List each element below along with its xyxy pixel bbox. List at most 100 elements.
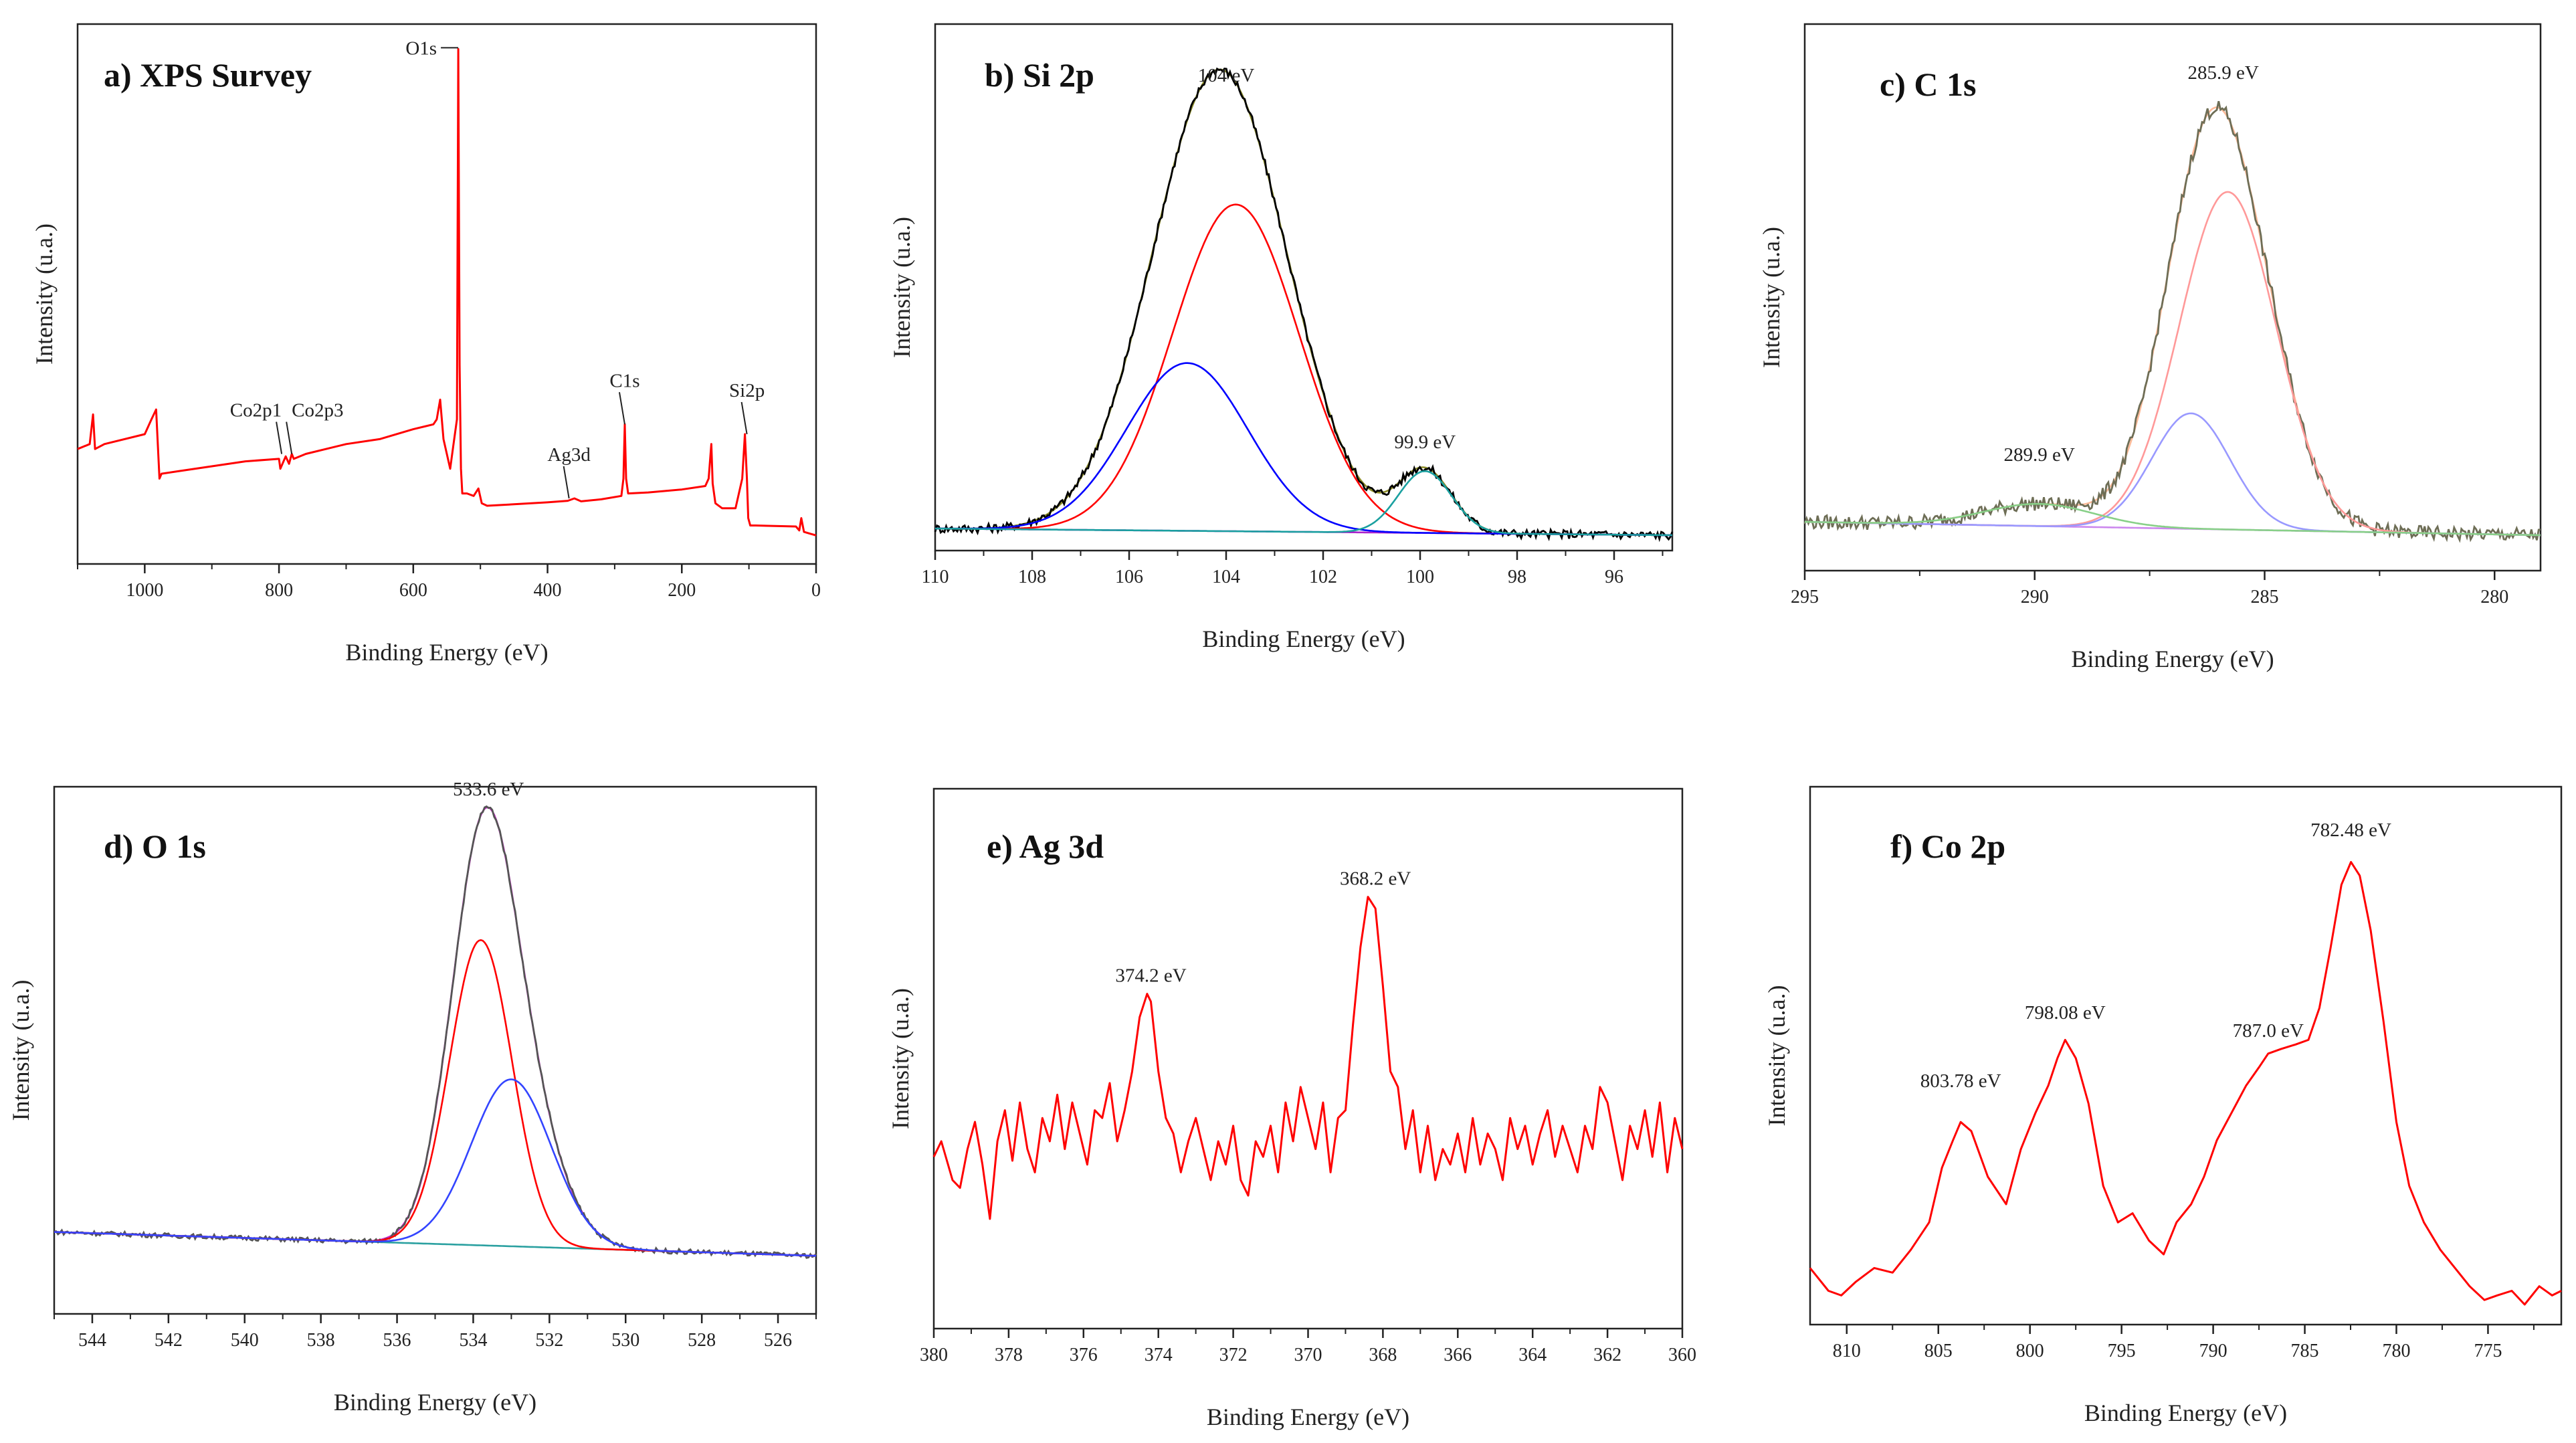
y-axis-title: Intensity (u.a.) bbox=[1758, 227, 1785, 368]
x-tick-label: 366 bbox=[1444, 1345, 1472, 1365]
component-peak-2 bbox=[1805, 412, 2541, 537]
series-experimental bbox=[54, 805, 817, 1259]
x-tick-label: 785 bbox=[2291, 1341, 2319, 1361]
plot-frame bbox=[932, 787, 1684, 1330]
panel-title: c) C 1s bbox=[1880, 66, 1976, 103]
component-peak-3 bbox=[935, 470, 1672, 537]
component-peak-3 bbox=[1805, 502, 2541, 537]
series-ag-3d bbox=[932, 896, 1684, 1220]
annotation-label: 289.9 eV bbox=[2003, 444, 2074, 466]
x-tick-label: 102 bbox=[1309, 567, 1337, 587]
x-tick-label: 532 bbox=[535, 1330, 563, 1351]
x-axis-title: Binding Energy (eV) bbox=[2071, 646, 2274, 672]
x-tick-label: 538 bbox=[307, 1330, 335, 1351]
x-tick-label: 100 bbox=[1406, 567, 1434, 587]
panel-title: d) O 1s bbox=[104, 828, 206, 865]
x-axis-title: Binding Energy (eV) bbox=[1207, 1404, 1409, 1430]
annotation-label: Co2p1 bbox=[230, 400, 282, 421]
annotation-leader bbox=[740, 401, 748, 435]
x-tick-label: 542 bbox=[155, 1330, 183, 1351]
series-experimental bbox=[1803, 101, 2541, 543]
panel-e: 380 378 376 374 372 370 368 366 364 362 360 Binding… bbox=[887, 787, 1696, 1430]
panel-title: f) Co 2p bbox=[1890, 828, 2005, 865]
x-tick-label: 536 bbox=[383, 1330, 411, 1351]
annotation-label: 803.78 eV bbox=[1920, 1070, 2001, 1092]
panel-d: 544 542 540 538 536 534 532 530 528 526 Binding En… bbox=[7, 779, 817, 1416]
series-experimental bbox=[934, 67, 1674, 543]
series-envelope bbox=[935, 68, 1672, 537]
x-tick-label: 780 bbox=[2382, 1341, 2410, 1361]
annotation-label: 104 eV bbox=[1198, 65, 1255, 86]
x-tick-label: 106 bbox=[1115, 567, 1143, 587]
x-tick-label: 810 bbox=[1833, 1341, 1861, 1361]
x-tick-label: 368 bbox=[1369, 1345, 1397, 1365]
annotation-label: 374.2 eV bbox=[1115, 965, 1186, 987]
y-axis-title: Intensity (u.a.) bbox=[7, 980, 34, 1121]
x-axis-title: Binding Energy (eV) bbox=[345, 639, 548, 666]
annotation-label: 285.9 eV bbox=[2187, 62, 2258, 84]
x-axis-title: Binding Energy (eV) bbox=[2084, 1400, 2287, 1426]
component-peak-1 bbox=[935, 203, 1672, 537]
x-tick-label: 530 bbox=[611, 1330, 639, 1351]
annotation-label: 782.48 eV bbox=[2310, 820, 2391, 841]
x-tick-label: 378 bbox=[995, 1345, 1023, 1365]
component-peak-2 bbox=[54, 1078, 817, 1257]
x-tick-label: 800 bbox=[2016, 1341, 2044, 1361]
x-tick-label: 360 bbox=[1668, 1345, 1696, 1365]
x-tick-label: 795 bbox=[2108, 1341, 2136, 1361]
annotation-label: 99.9 eV bbox=[1394, 431, 1456, 453]
annotation-label: O1s bbox=[405, 37, 437, 59]
y-axis-title: Intensity (u.a.) bbox=[887, 988, 914, 1129]
panel-f: 810 805 800 795 790 785 780 775 Binding Energy (… bbox=[1763, 785, 2563, 1426]
series-envelope bbox=[54, 806, 817, 1257]
x-tick-label: 600 bbox=[399, 580, 427, 601]
x-tick-label: 380 bbox=[920, 1345, 948, 1365]
annotation-label: C1s bbox=[609, 370, 639, 391]
x-tick-label: 376 bbox=[1070, 1345, 1098, 1365]
x-tick-label: 110 bbox=[922, 567, 949, 587]
x-tick-label: 290 bbox=[2021, 587, 2049, 607]
x-tick-label: 98 bbox=[1508, 567, 1526, 587]
x-tick-label: 805 bbox=[1924, 1341, 1953, 1361]
x-tick-label: 364 bbox=[1518, 1345, 1547, 1365]
plot-frame bbox=[76, 23, 817, 565]
annotation-label: Si2p bbox=[729, 380, 765, 401]
component-peak-2 bbox=[935, 362, 1672, 537]
x-tick-label: 104 bbox=[1212, 567, 1240, 587]
y-axis-title: Intensity (u.a.) bbox=[1763, 985, 1790, 1127]
annotation-label: 798.08 eV bbox=[2025, 1002, 2106, 1024]
annotation-leader bbox=[618, 392, 625, 425]
annotation-label: Ag3d bbox=[547, 444, 591, 466]
plot-frame bbox=[1803, 23, 2542, 572]
x-tick-label: 108 bbox=[1018, 567, 1046, 587]
x-tick-label: 400 bbox=[534, 580, 562, 601]
x-tick-label: 280 bbox=[2480, 587, 2508, 607]
panel-title: a) XPS Survey bbox=[104, 56, 312, 94]
series-survey bbox=[77, 47, 817, 537]
x-tick-label: 775 bbox=[2474, 1341, 2502, 1361]
series-envelope bbox=[1805, 106, 2541, 537]
x-tick-label: 0 bbox=[811, 580, 821, 601]
x-tick-label: 800 bbox=[265, 580, 293, 601]
annotation-label: Co2p3 bbox=[292, 400, 343, 421]
plot-frame bbox=[934, 23, 1674, 552]
panel-title: b) Si 2p bbox=[985, 56, 1094, 94]
panel-c: 295 290 285 280 Binding Energy (eV) Intensity… bbox=[1758, 23, 2542, 672]
annotation-leader bbox=[276, 421, 283, 454]
x-tick-label: 534 bbox=[459, 1330, 487, 1351]
plot-frame bbox=[1809, 785, 2563, 1326]
x-tick-label: 295 bbox=[1791, 587, 1819, 607]
annotation-label: 787.0 eV bbox=[2233, 1020, 2304, 1042]
series-co-2p bbox=[1809, 861, 2562, 1306]
x-axis-title: Binding Energy (eV) bbox=[1202, 626, 1405, 652]
annotation-leader bbox=[286, 421, 293, 454]
y-axis-title: Intensity (u.a.) bbox=[31, 223, 58, 365]
x-tick-label: 370 bbox=[1294, 1345, 1322, 1365]
panel-a: 1000 800 600 400 200 0 Binding Energy (eV) Inte… bbox=[31, 23, 821, 666]
x-axis-title: Binding Energy (eV) bbox=[334, 1389, 536, 1416]
y-axis-title: Intensity (u.a.) bbox=[888, 217, 915, 358]
x-tick-label: 790 bbox=[2199, 1341, 2227, 1361]
x-tick-label: 96 bbox=[1605, 567, 1623, 587]
annotation-label: 533.6 eV bbox=[453, 779, 524, 800]
